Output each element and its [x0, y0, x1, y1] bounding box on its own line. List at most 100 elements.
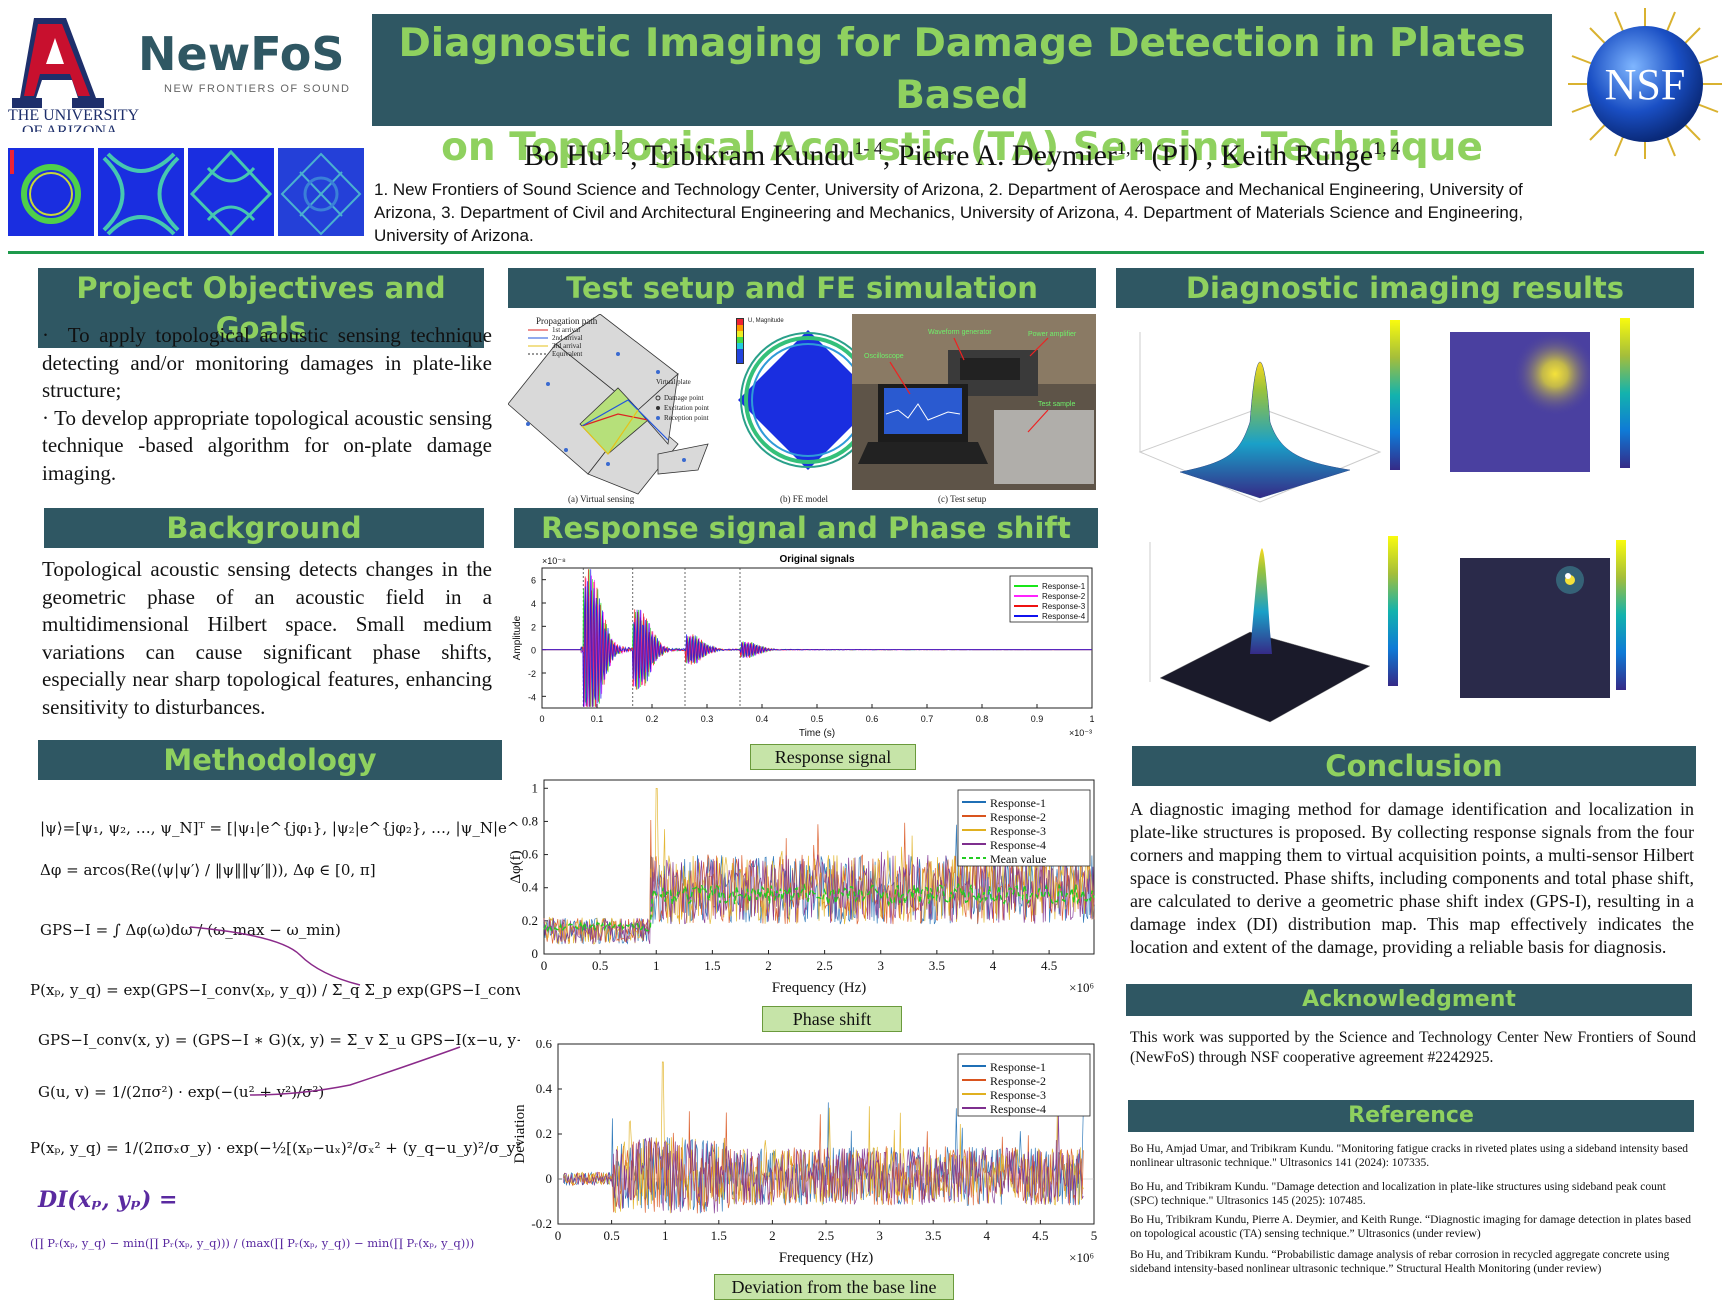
- surface-plot-2: [1149, 536, 1398, 723]
- diagnostic-imaging-figures: [1138, 318, 1630, 723]
- bivariate-equation: P(xₚ, y_q) = 1/(2πσₓσ_y) · exp(−½[(xₚ−uₓ…: [30, 1139, 520, 1157]
- acknowledgment-text: This work was supported by the Science a…: [1130, 1029, 1696, 1066]
- svg-text:Test sample: Test sample: [1038, 401, 1075, 408]
- y-tick-label: 0: [546, 1171, 553, 1186]
- y-tick-label: 0: [532, 946, 539, 961]
- y-tick-label: 0.2: [536, 1126, 552, 1141]
- x-tick-label: 2: [769, 1228, 776, 1243]
- phase-shift-equation: Δφ = arcos(Re(⟨ψ|ψ′⟩ / ‖ψ‖‖ψ′‖)), Δφ ∈ […: [40, 861, 376, 879]
- x-tick-label: 0.9: [1031, 714, 1044, 724]
- x-tick-label: 3: [877, 958, 884, 973]
- svg-text:3rd arrival: 3rd arrival: [552, 342, 581, 350]
- y-tick-label: 0.6: [522, 847, 539, 862]
- y-axis-label: Δφ(f): [510, 850, 524, 883]
- background-text: Topological acoustic sensing detects cha…: [42, 557, 492, 719]
- wave-field-thumbnails: [8, 148, 364, 237]
- x-multiplier: ×10⁻³: [1069, 728, 1092, 738]
- acknowledgment-heading: Acknowledgment: [1126, 984, 1692, 1016]
- svg-text:Power amplifier: Power amplifier: [1028, 331, 1077, 338]
- test-setup-figure: Propagation path 1st arrival 2nd arrival…: [508, 314, 1096, 504]
- svg-text:(b) FE model: (b) FE model: [780, 494, 828, 504]
- mean-line: [543, 882, 1095, 933]
- objectives-heading: Project Objectives and Goals: [38, 268, 484, 348]
- x-tick-label: 4: [990, 958, 997, 973]
- svg-text:NewFoS: NewFoS: [138, 27, 344, 81]
- deviation-chart: 0 0.5 1 1.5 2 2.5 3 3.5 4 4.5 50.60.40.20-0.2Frequ…: [512, 1040, 1098, 1266]
- virtual-sensing-diagram: Propagation path 1st arrival 2nd arrival…: [508, 314, 709, 504]
- phase-shift-chart: 0 0.5 1 1.5 2 2.5 3 3.5 4 4.5 1 0.8 0.6 0.4 0.2 0 Freque…: [510, 779, 1095, 996]
- test-setup-heading: Test setup and FE simulation: [508, 268, 1096, 308]
- x-tick-label: 0.6: [866, 714, 879, 724]
- legend-entry: Response-1: [990, 1060, 1046, 1074]
- y-tick-label: 0: [531, 646, 536, 656]
- damage-index-label: DI(xₚ, yₚ) =: [37, 1187, 177, 1213]
- x-tick-label: 0: [539, 714, 544, 724]
- test-setup-photo: Waveform generator Power amplifier Oscil…: [852, 314, 1096, 504]
- legend-entry: Response-1: [1042, 582, 1086, 591]
- legend-entry: Mean value: [990, 852, 1046, 866]
- svg-text:NSF: NSF: [1605, 60, 1686, 109]
- x-tick-label: 0: [541, 958, 548, 973]
- university-of-arizona-logo: THE UNIVERSITY OF ARIZONA: [8, 18, 140, 132]
- legend-box: [957, 1053, 1091, 1117]
- legend-box: [1009, 575, 1089, 623]
- svg-text:Virtual plate: Virtual plate: [656, 378, 691, 386]
- deviation-caption: Deviation from the base line: [714, 1274, 954, 1300]
- x-tick-label: 0: [555, 1228, 562, 1243]
- legend-entry: Response-4: [990, 838, 1046, 852]
- x-tick-label: 0.5: [603, 1228, 619, 1243]
- reference-item: Bo Hu, and Tribikram Kundu. "Damage dete…: [1130, 1181, 1666, 1207]
- x-tick-label: 3.5: [925, 1228, 941, 1243]
- reference-item: Bo Hu, Amjad Umar, and Tribikram Kundu. …: [1130, 1143, 1689, 1169]
- x-tick-label: 1: [653, 958, 660, 973]
- svg-text:Oscilloscope: Oscilloscope: [864, 353, 904, 360]
- svg-text:Propagation path: Propagation path: [536, 316, 598, 326]
- x-tick-label: 5: [1091, 1228, 1098, 1243]
- legend-entry: Response-2: [990, 1074, 1046, 1088]
- x-tick-label: 1: [662, 1228, 669, 1243]
- heatmap-2: [1460, 540, 1626, 698]
- title-line-2: on Topological Acoustic (TA) Sensing Tec…: [441, 125, 1483, 170]
- svg-text:Damage point: Damage point: [664, 394, 704, 402]
- header-divider: [8, 251, 1704, 254]
- y-tick-label: -4: [528, 692, 536, 702]
- gaussian-equation: G(u, v) = 1/(2πσ²) · exp(−(u² + v²)/σ²): [38, 1083, 324, 1101]
- authors-line: Bo Hu1, 2, Tribikram Kundu1- 4, Pierre A…: [523, 138, 1401, 172]
- svg-text:NEW FRONTIERS OF SOUND: NEW FRONTIERS OF SOUND: [164, 83, 350, 95]
- legend-entry: Response-4: [1042, 612, 1086, 621]
- response-signal-caption: Response signal: [750, 744, 916, 770]
- title-line-1: Diagnostic Imaging for Damage Detection …: [398, 21, 1526, 118]
- imaging-heading: Diagnostic imaging results: [1116, 268, 1694, 308]
- y-tick-label: -2: [528, 669, 536, 679]
- series-line: [542, 569, 1092, 707]
- legend-entry: Response-1: [990, 796, 1046, 810]
- y-tick-label: 0.6: [536, 1040, 553, 1051]
- ua-logo-text-2: OF ARIZONA: [22, 123, 118, 132]
- y-tick-label: 6: [531, 576, 536, 586]
- x-tick-label: 0.7: [921, 714, 934, 724]
- chart-title: Original signals: [779, 554, 854, 565]
- phase-shift-caption: Phase shift: [762, 1006, 902, 1032]
- x-tick-label: 0.5: [592, 958, 608, 973]
- methodology-equations: |ψ⟩=[ψ₁, ψ₂, …, ψ_N]ᵀ = [|ψ₁|e^{jφ₁}, |ψ…: [30, 819, 520, 1250]
- state-vector-equation: |ψ⟩=[ψ₁, ψ₂, …, ψ_N]ᵀ = [|ψ₁|e^{jφ₁}, |ψ…: [40, 819, 520, 837]
- x-tick-label: 4.5: [1041, 958, 1057, 973]
- original-signals-chart: Original signals 0 0.1 0.2 0.3 0.4 0.5 0.6 0.7 0.…: [512, 554, 1095, 739]
- x-multiplier: ×10⁶: [1069, 1250, 1094, 1265]
- x-tick-label: 0.1: [591, 714, 604, 724]
- x-axis-label: Frequency (Hz): [772, 980, 867, 996]
- svg-text:Equivalent: Equivalent: [552, 350, 582, 358]
- poster-title: Diagnostic Imaging for Damage Detection …: [372, 14, 1552, 170]
- svg-text:2nd arrival: 2nd arrival: [552, 334, 583, 342]
- legend-entry: Response-2: [990, 810, 1046, 824]
- y-tick-label: 0.2: [522, 913, 538, 928]
- x-tick-label: 2: [765, 958, 772, 973]
- x-tick-label: 0.5: [811, 714, 824, 724]
- y-tick-label: 1: [532, 780, 539, 795]
- ua-logo-text-1: THE UNIVERSITY: [8, 107, 140, 124]
- y-multiplier: ×10⁻⁸: [542, 556, 566, 566]
- probability-equation: P(xₚ, y_q) = exp(GPS−I_conv(xₚ, y_q)) / …: [30, 981, 520, 999]
- nsf-logo: NSF: [1568, 8, 1722, 159]
- legend-entry: Response-3: [990, 824, 1046, 838]
- reference-heading: Reference: [1128, 1100, 1694, 1132]
